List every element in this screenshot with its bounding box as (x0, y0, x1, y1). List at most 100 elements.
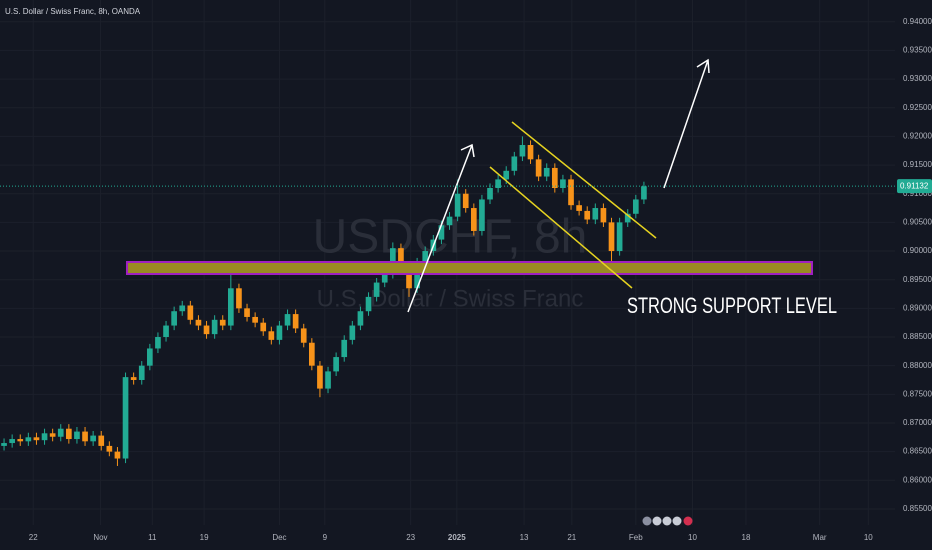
candle-body (147, 348, 153, 366)
candle-body (41, 433, 48, 441)
candle-body (187, 305, 194, 320)
candle-body (495, 179, 501, 188)
chart-title: U.S. Dollar / Swiss Franc, 8h, OANDA (5, 7, 141, 16)
y-tick-label: 0.88000 (903, 361, 932, 370)
candle-body (641, 186, 647, 200)
candle-body (462, 193, 469, 209)
candle-body (300, 328, 307, 343)
y-tick-label: 0.92500 (903, 103, 932, 112)
candle-body (325, 371, 331, 389)
candle-body (333, 357, 339, 372)
x-tick-label: 23 (406, 533, 415, 542)
candle-body (66, 428, 72, 440)
y-tick-label: 0.87000 (903, 418, 932, 427)
candle-body (98, 435, 105, 446)
candle-body (252, 316, 258, 323)
x-tick-label: 19 (200, 533, 209, 542)
x-tick-label: 10 (688, 533, 697, 542)
support-zone (126, 261, 813, 275)
candle-body (479, 199, 485, 231)
candle-body (114, 451, 121, 459)
candle-body (543, 167, 550, 177)
candle-body (49, 433, 56, 437)
candle-body (446, 216, 453, 226)
candle-body (576, 205, 582, 211)
y-tick-label: 0.85500 (903, 504, 932, 513)
candle-body (228, 288, 234, 326)
candle-body (357, 311, 364, 326)
candle-body (487, 187, 493, 200)
y-tick-label: 0.90000 (903, 246, 932, 255)
y-tick-label: 0.92000 (903, 132, 932, 141)
candle-body (624, 213, 631, 223)
candle-body (276, 325, 283, 340)
x-tick-label: 18 (742, 533, 751, 542)
candle-body (454, 193, 461, 217)
candle-body (90, 435, 96, 442)
candle-body (284, 314, 291, 326)
candle-body (373, 282, 380, 297)
candle-body (211, 319, 218, 335)
candle-body (292, 314, 299, 329)
candle-body (82, 431, 88, 442)
y-tick-label: 0.86500 (903, 447, 932, 456)
candles (1, 136, 647, 466)
x-tick-label: 13 (520, 533, 529, 542)
x-tick-label: 9 (323, 533, 328, 542)
candle-body (398, 248, 404, 269)
candle-body (341, 339, 348, 358)
candle-body (608, 222, 615, 252)
candle-body (9, 439, 15, 444)
channel-upper (511, 121, 657, 239)
candle-body (592, 208, 599, 220)
candle-body (106, 445, 113, 452)
candle-body (130, 377, 137, 380)
y-tick-label: 0.86000 (903, 475, 932, 484)
candle-body (268, 331, 275, 340)
candle-body (171, 311, 177, 326)
x-tick-label: Nov (93, 533, 107, 542)
candle-body (74, 431, 80, 440)
candle-body (560, 179, 566, 188)
x-tick-label: Feb (629, 533, 643, 542)
x-tick-label: 11 (148, 533, 157, 542)
y-tick-label: 0.89500 (903, 275, 932, 284)
arrow-2 (663, 58, 710, 189)
candle-body (414, 262, 420, 289)
candle-body (1, 443, 7, 446)
candle-body (365, 296, 372, 312)
candle-body (584, 210, 591, 220)
candle-body (179, 305, 186, 312)
candle-body (568, 179, 574, 206)
y-tick-label: 0.91000 (903, 189, 932, 198)
x-tick-label: 21 (567, 533, 576, 542)
y-tick-label: 0.93500 (903, 46, 932, 55)
candle-body (600, 208, 607, 223)
x-tick-label: Dec (272, 533, 286, 542)
candle-body (535, 159, 542, 177)
candle-body (527, 145, 534, 160)
candle-body (616, 222, 623, 252)
x-tick-label: Mar (813, 533, 827, 542)
candle-body (155, 337, 161, 349)
candle-body (138, 365, 145, 380)
candle-body (308, 342, 315, 366)
candle-body (236, 288, 242, 309)
candle-body (25, 437, 32, 442)
channel-lower (489, 166, 633, 289)
candle-body (219, 319, 226, 326)
candle-body (203, 325, 210, 335)
y-tick-label: 0.88500 (903, 332, 932, 341)
last-price-label: 0.91132 (900, 181, 929, 190)
candle-body (57, 428, 64, 437)
y-tick-label: 0.87500 (903, 389, 932, 398)
candle-body (33, 437, 40, 441)
x-tick-label: 10 (864, 533, 873, 542)
candle-body (244, 308, 250, 317)
event-icons (642, 516, 693, 526)
candle-body (551, 167, 558, 188)
candle-body (470, 208, 477, 231)
y-tick-label: 0.94000 (903, 17, 932, 26)
